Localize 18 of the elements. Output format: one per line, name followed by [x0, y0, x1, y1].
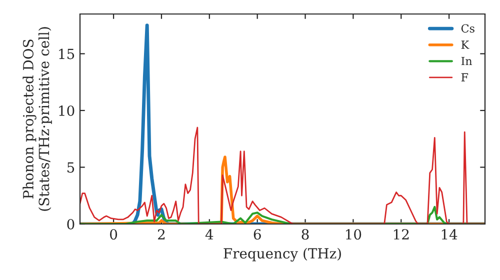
x-tick-label: 14	[442, 229, 458, 240]
y-tick-label: 15	[59, 48, 74, 60]
legend-label: In	[461, 56, 472, 66]
x-tick-label: 2	[158, 229, 165, 240]
x-tick-label: 6	[254, 229, 261, 240]
y-axis-title: Phonon projected DOS (States/THz·primitive cell)	[22, 27, 52, 211]
x-tick-label: 0	[110, 229, 118, 240]
x-tick-label: 8	[302, 229, 309, 240]
y-tick-label: 10	[59, 105, 74, 116]
y-tick-label: 5	[67, 162, 74, 173]
x-tick-label: 10	[346, 229, 362, 240]
legend-label: K	[461, 40, 470, 49]
legend-label: Cs	[461, 24, 474, 33]
x-tick-label: 4	[205, 229, 214, 240]
y-tick-label: 0	[67, 218, 74, 230]
x-axis-title: Frequency (THz)	[224, 248, 341, 262]
legend-label: F	[461, 73, 468, 82]
x-tick-label: 12	[394, 229, 409, 240]
